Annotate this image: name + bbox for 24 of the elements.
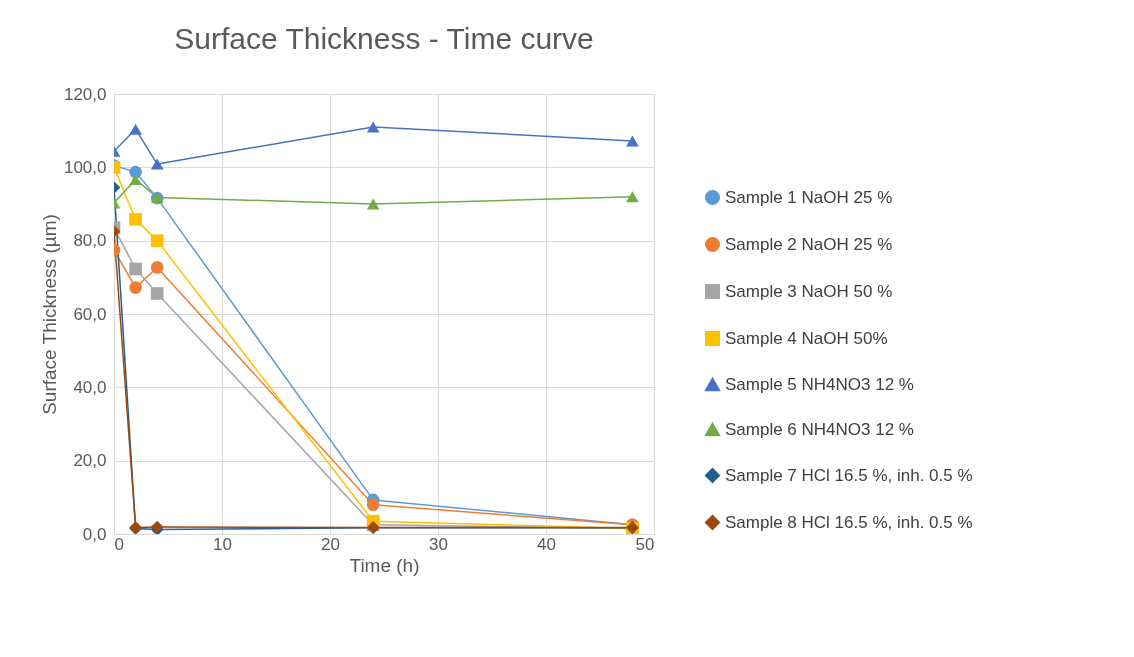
x-tick-label: 20 [321, 534, 340, 554]
x-tick-label: 50 [635, 534, 655, 554]
y-tick-label: 100,0 [63, 157, 107, 177]
x-tick-label: 0 [114, 534, 124, 554]
legend-label: Sample 3 NaOH 50 % [725, 281, 893, 301]
y-tick-label: 20,0 [73, 451, 107, 471]
legend-label: Sample 6 NH4NO3 12 % [725, 419, 914, 439]
x-tick-label: 40 [537, 534, 556, 554]
x-tick-label: 10 [213, 534, 232, 554]
legend-label: Sample 4 NaOH 50% [725, 328, 888, 348]
y-axis-title: Surface Thickness (µm) [38, 214, 60, 415]
y-tick-label: 120,0 [63, 84, 107, 104]
y-tick-label: 0,0 [82, 524, 107, 544]
y-tick-label: 40,0 [73, 377, 107, 397]
y-tick-label: 60,0 [73, 304, 107, 324]
legend-label: Sample 8 HCl 16.5 %, inh. 0.5 % [725, 512, 973, 532]
legend-label: Sample 2 NaOH 25 % [725, 234, 893, 254]
chart-title: Surface Thickness - Time curve [174, 22, 594, 55]
legend-label: Sample 7 HCl 16.5 %, inh. 0.5 % [725, 465, 973, 485]
legend-label: Sample 1 NaOH 25 % [725, 187, 893, 207]
x-tick-label: 30 [429, 534, 448, 554]
legend-label: Sample 5 NH4NO3 12 % [725, 374, 914, 394]
x-axis-title: Time (h) [349, 554, 420, 576]
y-tick-label: 80,0 [73, 231, 107, 251]
